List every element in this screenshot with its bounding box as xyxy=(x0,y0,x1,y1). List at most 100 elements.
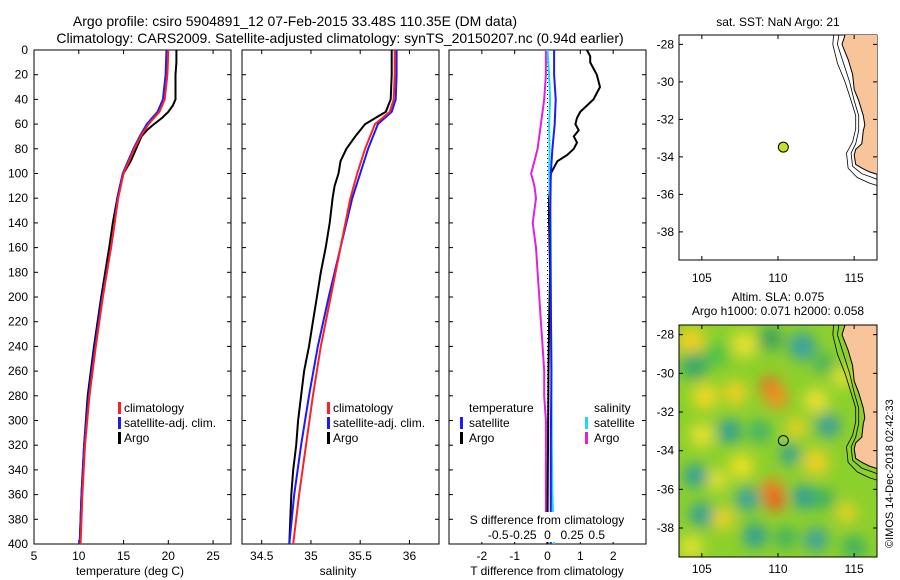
salinity-legend-title: salinity xyxy=(594,401,631,415)
sst-map-title: sat. SST: NaN Argo: 21 xyxy=(716,15,840,29)
depth-tick-label: 140 xyxy=(8,216,28,230)
temperature-tick-label: 5 xyxy=(31,549,38,563)
sla-anomaly-patch xyxy=(712,507,735,530)
salinity-legend-swatch xyxy=(327,402,330,414)
latitude-tick-label: -28 xyxy=(657,37,675,51)
depth-tick-label: 360 xyxy=(8,488,28,502)
sla-anomaly-patch xyxy=(758,326,783,351)
temperature-tick-label: 10 xyxy=(72,549,86,563)
sla-anomaly-patch xyxy=(803,449,830,476)
sla-anomaly-patch xyxy=(816,413,841,438)
argo-salinity-line xyxy=(288,50,393,544)
salinity-tick-label: 36 xyxy=(403,549,417,563)
altimetry-shelf-contour xyxy=(832,325,877,481)
sla-anomaly-patch xyxy=(812,488,835,510)
salinity-legend-label: Argo xyxy=(333,431,359,445)
t-difference-tick-label: 2 xyxy=(610,549,617,563)
depth-tick-label: 60 xyxy=(15,117,29,131)
altimetry-float-marker xyxy=(777,435,789,447)
t-difference-label: T difference from climatology xyxy=(470,564,624,578)
sla-anomaly-patch xyxy=(679,326,706,355)
sla-anomaly-patch xyxy=(735,487,760,511)
sla-anomaly-patch xyxy=(707,469,728,490)
depth-tick-label: 40 xyxy=(15,92,29,106)
s-argo-difference-line xyxy=(530,50,549,544)
sla-anomaly-patch xyxy=(804,527,829,552)
sla-anomaly-patch xyxy=(764,490,785,511)
depth-tick-label: 180 xyxy=(8,265,28,279)
depth-tick-label: 300 xyxy=(8,414,28,428)
depth-tick-label: 400 xyxy=(8,537,28,551)
temperature-tick-label: 25 xyxy=(206,549,220,563)
depth-tick-label: 340 xyxy=(8,463,28,477)
sst-map: sat. SST: NaN Argo: 21 105 110 115 -28 -30 -3… xyxy=(657,15,878,285)
salinity-legend-swatch xyxy=(327,417,330,429)
depth-tick-label: 100 xyxy=(8,167,28,181)
temperature-panel: 0 20 40 60 80 100 120 140 160 180 200 220 240 260 280 3… xyxy=(8,43,232,578)
salinity-diff-legend-swatch xyxy=(585,432,588,444)
latitude-tick-label: -30 xyxy=(657,75,675,89)
sla-anomaly-patch xyxy=(791,485,816,510)
latitude-tick-label: -30 xyxy=(657,366,675,380)
climatology-salinity-line xyxy=(292,50,396,544)
altimetry-map-title: Altim. SLA: 0.075 xyxy=(732,290,825,304)
sla-anomaly-patch xyxy=(729,454,754,479)
salinity-axis-label: salinity xyxy=(320,564,357,578)
sla-anomaly-patch xyxy=(774,526,797,549)
longitude-tick-label: 115 xyxy=(845,271,864,285)
depth-tick-label: 160 xyxy=(8,241,28,255)
salinity-legend-swatch xyxy=(327,432,330,444)
latitude-tick-label: -32 xyxy=(657,112,675,126)
s-difference-label: S difference from climatology xyxy=(470,513,625,527)
altimetry-map: Altim. SLA: 0.075 Argo h1000: 0.071 h200… xyxy=(657,290,878,576)
t-difference-tick-label: -2 xyxy=(476,549,487,563)
t-satellite-difference-line xyxy=(549,50,557,544)
climatology-temperature-line xyxy=(79,50,170,544)
temperature-axis-label: temperature (deg C) xyxy=(76,564,184,578)
latitude-tick-label: -28 xyxy=(657,328,675,342)
s-difference-tick-label: -0.5 xyxy=(488,528,509,542)
sla-anomaly-patch xyxy=(842,535,867,557)
s-difference-tick-label: 0.5 xyxy=(588,528,605,542)
altimetry-map-subtitle: Argo h1000: 0.071 h2000: 0.058 xyxy=(692,304,864,318)
imos-watermark: ©IMOS 14-Dec-2018 02:42:33 xyxy=(884,399,896,548)
sla-anomaly-patch xyxy=(679,535,704,557)
salinity-diff-legend-label: satellite xyxy=(594,416,635,430)
latitude-tick-label: -38 xyxy=(657,225,675,239)
depth-tick-label: 80 xyxy=(15,142,29,156)
longitude-tick-label: 110 xyxy=(768,271,787,285)
salinity-diff-legend-swatch xyxy=(585,417,588,429)
sla-anomaly-patch xyxy=(705,342,730,366)
sla-anomaly-patch xyxy=(831,367,852,388)
sla-anomaly-patch xyxy=(836,502,857,523)
sst-land xyxy=(841,35,877,175)
latitude-tick-label: -34 xyxy=(657,150,675,164)
depth-tick-label: 20 xyxy=(15,68,29,82)
temperature-legend-swatch xyxy=(118,417,121,429)
depth-tick-label: 280 xyxy=(8,389,28,403)
sla-anomaly-patch xyxy=(804,388,829,413)
longitude-tick-label: 110 xyxy=(768,562,787,576)
temperature-legend-swatch xyxy=(118,402,121,414)
sla-anomaly-patch xyxy=(691,383,718,410)
depth-tick-label: 240 xyxy=(8,339,28,353)
depth-tick-label: 200 xyxy=(8,290,28,304)
t-difference-tick-label: 1 xyxy=(577,549,584,563)
sst-shelf-contour xyxy=(832,35,877,186)
sla-anomaly-patch xyxy=(788,332,817,361)
latitude-tick-label: -32 xyxy=(657,405,675,419)
salinity-tick-label: 35.5 xyxy=(349,549,373,563)
longitude-tick-label: 105 xyxy=(692,562,712,576)
salinity-legend-label: climatology xyxy=(333,401,393,415)
depth-tick-label: 320 xyxy=(8,438,28,452)
satellite-salinity-line xyxy=(288,50,398,544)
sla-anomaly-patch xyxy=(689,423,714,448)
longitude-tick-label: 115 xyxy=(845,562,864,576)
altimetry-land xyxy=(841,325,877,470)
salinity-tick-label: 35 xyxy=(304,549,318,563)
salinity-diff-legend-label: Argo xyxy=(594,431,620,445)
sla-anomaly-patch xyxy=(680,351,709,380)
depth-tick-label: 220 xyxy=(8,315,28,329)
sla-anomaly-patch xyxy=(743,523,768,548)
t-difference-tick-label: -1 xyxy=(509,549,520,563)
